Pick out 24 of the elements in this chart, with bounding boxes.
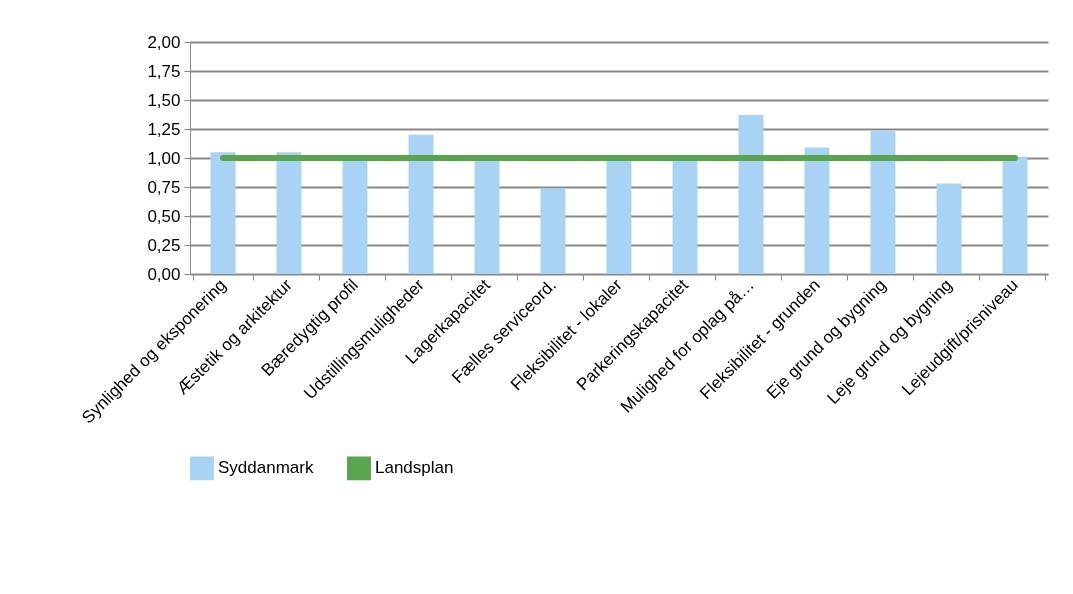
- bar: [870, 131, 896, 274]
- bar: [210, 152, 236, 274]
- y-tick-label: 1,50: [147, 90, 181, 110]
- bar: [276, 152, 302, 274]
- y-tick-label: 0,50: [147, 206, 181, 226]
- bar: [540, 188, 566, 274]
- legend-label: Landsplan: [375, 458, 454, 478]
- y-tick-label: 0,75: [147, 177, 181, 197]
- bar: [1002, 158, 1028, 274]
- y-tick-label: 1,75: [147, 61, 181, 81]
- y-tick-label: 2,00: [147, 32, 181, 52]
- bar: [672, 158, 698, 274]
- y-tick-label: 1,00: [147, 148, 181, 168]
- bar: [804, 147, 830, 274]
- bar: [342, 158, 368, 274]
- legend-label: Syddanmark: [218, 458, 314, 478]
- y-tick-label: 0,25: [147, 235, 181, 255]
- y-tick-label: 0,00: [147, 264, 181, 284]
- bar: [474, 158, 500, 274]
- bar: [936, 183, 962, 274]
- bar: [738, 115, 764, 274]
- bar: [606, 158, 632, 274]
- y-tick-label: 1,25: [147, 119, 181, 139]
- bar: [408, 134, 434, 274]
